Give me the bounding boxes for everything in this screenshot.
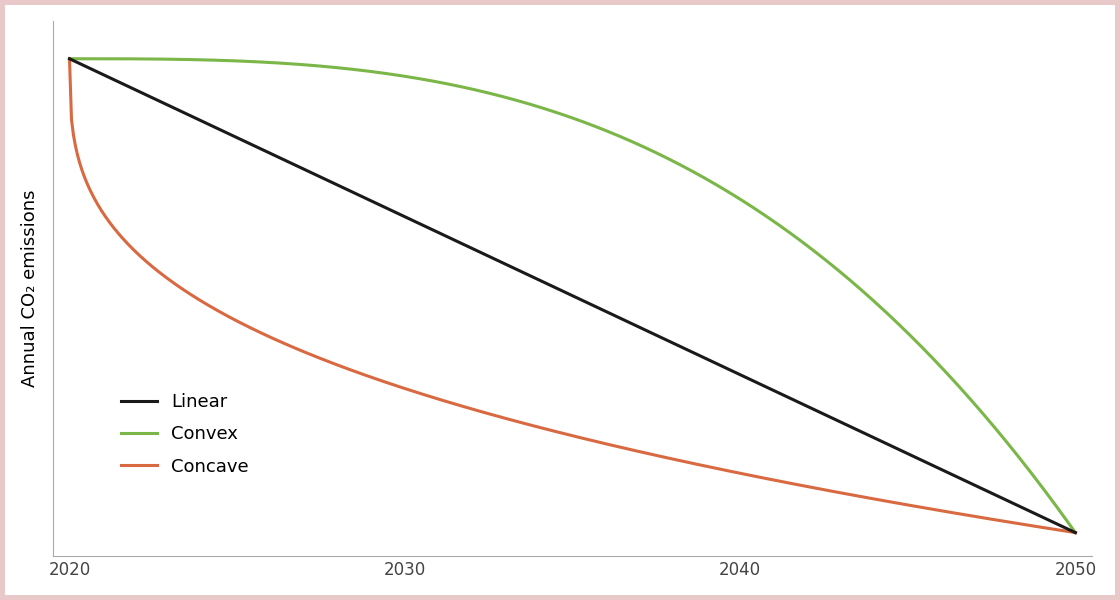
Concave	[63, 55, 76, 62]
Convex	[607, 130, 620, 137]
Legend: Linear, Convex, Concave: Linear, Convex, Concave	[114, 386, 256, 483]
Concave	[662, 454, 675, 461]
Linear	[887, 443, 900, 451]
Linear	[607, 311, 620, 319]
Line: Concave: Concave	[69, 59, 1075, 533]
Convex	[1068, 529, 1082, 536]
Linear	[547, 283, 560, 290]
Concave	[1045, 525, 1058, 532]
Line: Linear: Linear	[69, 59, 1075, 533]
Concave	[547, 427, 560, 434]
Convex	[63, 55, 76, 62]
Convex	[887, 316, 900, 323]
Linear	[662, 337, 675, 344]
Concave	[607, 442, 620, 449]
Concave	[541, 426, 554, 433]
Concave	[1068, 529, 1082, 536]
Y-axis label: Annual CO₂ emissions: Annual CO₂ emissions	[21, 190, 39, 388]
Concave	[887, 499, 900, 506]
Convex	[547, 108, 560, 115]
Convex	[1045, 496, 1058, 503]
Linear	[541, 280, 554, 287]
Linear	[1045, 518, 1058, 525]
Linear	[63, 55, 76, 62]
Linear	[1068, 529, 1082, 536]
Convex	[541, 106, 554, 113]
Line: Convex: Convex	[69, 59, 1075, 533]
Convex	[662, 155, 675, 162]
